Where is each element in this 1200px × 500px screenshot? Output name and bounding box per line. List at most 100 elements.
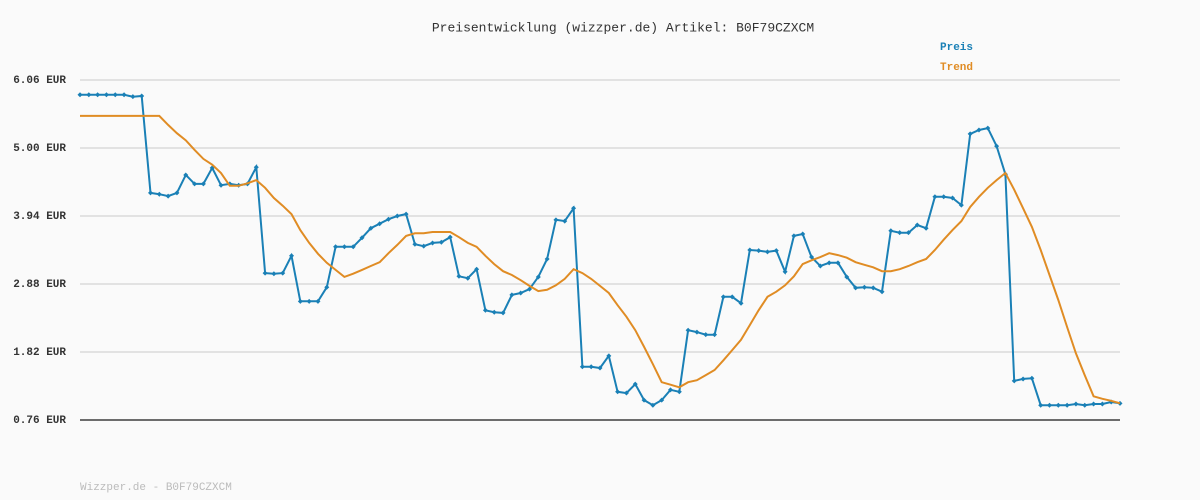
data-point <box>782 269 788 275</box>
data-point <box>976 127 982 133</box>
data-point <box>1073 401 1079 407</box>
data-point <box>438 239 444 245</box>
data-point <box>112 92 118 98</box>
data-point <box>747 247 753 253</box>
data-point <box>262 270 268 276</box>
data-point <box>685 327 691 333</box>
data-point <box>641 397 647 403</box>
data-point <box>905 230 911 236</box>
data-point <box>941 194 947 200</box>
data-point <box>1064 402 1070 408</box>
legend-label: Trend <box>940 62 973 74</box>
data-point <box>333 244 339 250</box>
data-point <box>861 284 867 290</box>
data-point <box>826 260 832 266</box>
data-point <box>297 298 303 304</box>
y-tick-label: 2.88 EUR <box>13 279 66 291</box>
data-point <box>509 292 515 298</box>
data-point <box>324 284 330 290</box>
data-point <box>553 217 559 223</box>
data-point <box>720 294 726 300</box>
data-point <box>632 381 638 387</box>
data-point <box>174 190 180 196</box>
y-tick-label: 5.00 EUR <box>13 143 66 155</box>
data-point <box>985 125 991 131</box>
chart-title: Preisentwicklung (wizzper.de) Artikel: B… <box>432 20 814 35</box>
data-point <box>341 244 347 250</box>
data-point <box>668 387 674 393</box>
data-point <box>368 225 374 231</box>
data-point <box>253 164 259 170</box>
data-point <box>703 332 709 338</box>
data-point <box>1099 401 1105 407</box>
data-point <box>817 263 823 269</box>
data-point <box>659 397 665 403</box>
data-point <box>1082 402 1088 408</box>
legend-label: Preis <box>940 42 973 54</box>
y-tick-label: 1.82 EUR <box>13 347 66 359</box>
data-point <box>562 218 568 224</box>
data-point <box>606 353 612 359</box>
data-point <box>526 286 532 292</box>
data-point <box>482 307 488 313</box>
data-point <box>897 230 903 236</box>
data-point <box>650 402 656 408</box>
data-point <box>430 240 436 246</box>
data-point <box>403 211 409 217</box>
data-point <box>544 256 550 262</box>
series-line <box>80 114 1121 405</box>
data-point <box>315 298 321 304</box>
data-point <box>932 194 938 200</box>
data-point <box>579 364 585 370</box>
data-point <box>377 221 383 227</box>
data-point <box>77 92 83 98</box>
data-point <box>148 190 154 196</box>
data-point <box>571 205 577 211</box>
data-point <box>350 244 356 250</box>
data-point <box>623 390 629 396</box>
data-point <box>385 216 391 222</box>
data-point <box>588 364 594 370</box>
data-point <box>791 233 797 239</box>
data-point <box>289 253 295 259</box>
data-point <box>756 248 762 254</box>
data-point <box>474 266 480 272</box>
data-point <box>694 329 700 335</box>
data-point <box>958 202 964 208</box>
data-point <box>1020 376 1026 382</box>
data-point <box>914 222 920 228</box>
data-point <box>844 274 850 280</box>
data-point <box>192 181 198 187</box>
data-point <box>86 92 92 98</box>
data-point <box>870 285 876 291</box>
data-point <box>139 93 145 99</box>
data-point <box>1038 402 1044 408</box>
footer: Wizzper.de - B0F79CZXCM <box>80 482 232 494</box>
data-point <box>835 260 841 266</box>
data-point <box>271 271 277 277</box>
data-point <box>597 365 603 371</box>
data-point <box>306 298 312 304</box>
data-point <box>967 131 973 137</box>
data-point <box>280 270 286 276</box>
data-point <box>923 225 929 231</box>
data-point <box>615 389 621 395</box>
data-point <box>535 274 541 280</box>
data-point <box>359 235 365 241</box>
data-point <box>421 243 427 249</box>
data-point <box>518 290 524 296</box>
data-point <box>218 182 224 188</box>
data-point <box>103 92 109 98</box>
data-point <box>950 195 956 201</box>
data-point <box>465 275 471 281</box>
data-point <box>1011 378 1017 384</box>
data-point <box>1091 401 1097 407</box>
data-point <box>156 191 162 197</box>
data-point <box>500 310 506 316</box>
data-point <box>95 92 101 98</box>
data-point <box>853 285 859 291</box>
data-point <box>809 254 815 260</box>
